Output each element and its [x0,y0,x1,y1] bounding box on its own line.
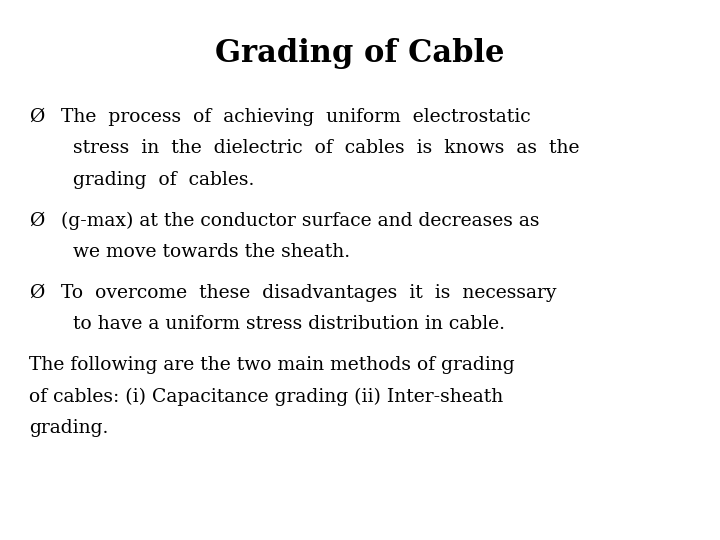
Text: To  overcome  these  disadvantages  it  is  necessary: To overcome these disadvantages it is ne… [61,284,557,302]
Text: grading.: grading. [29,419,108,437]
Text: of cables: (i) Capacitance grading (ii) Inter-sheath: of cables: (i) Capacitance grading (ii) … [29,388,503,406]
Text: stress  in  the  dielectric  of  cables  is  knows  as  the: stress in the dielectric of cables is kn… [61,139,580,157]
Text: Ø: Ø [29,284,44,302]
Text: Ø: Ø [29,212,44,230]
Text: Ø: Ø [29,108,44,126]
Text: we move towards the sheath.: we move towards the sheath. [61,243,351,261]
Text: Grading of Cable: Grading of Cable [215,38,505,69]
Text: The following are the two main methods of grading: The following are the two main methods o… [29,356,514,374]
Text: to have a uniform stress distribution in cable.: to have a uniform stress distribution in… [61,315,505,333]
Text: (g-max) at the conductor surface and decreases as: (g-max) at the conductor surface and dec… [61,212,540,230]
Text: The  process  of  achieving  uniform  electrostatic: The process of achieving uniform electro… [61,108,531,126]
Text: grading  of  cables.: grading of cables. [61,171,255,188]
